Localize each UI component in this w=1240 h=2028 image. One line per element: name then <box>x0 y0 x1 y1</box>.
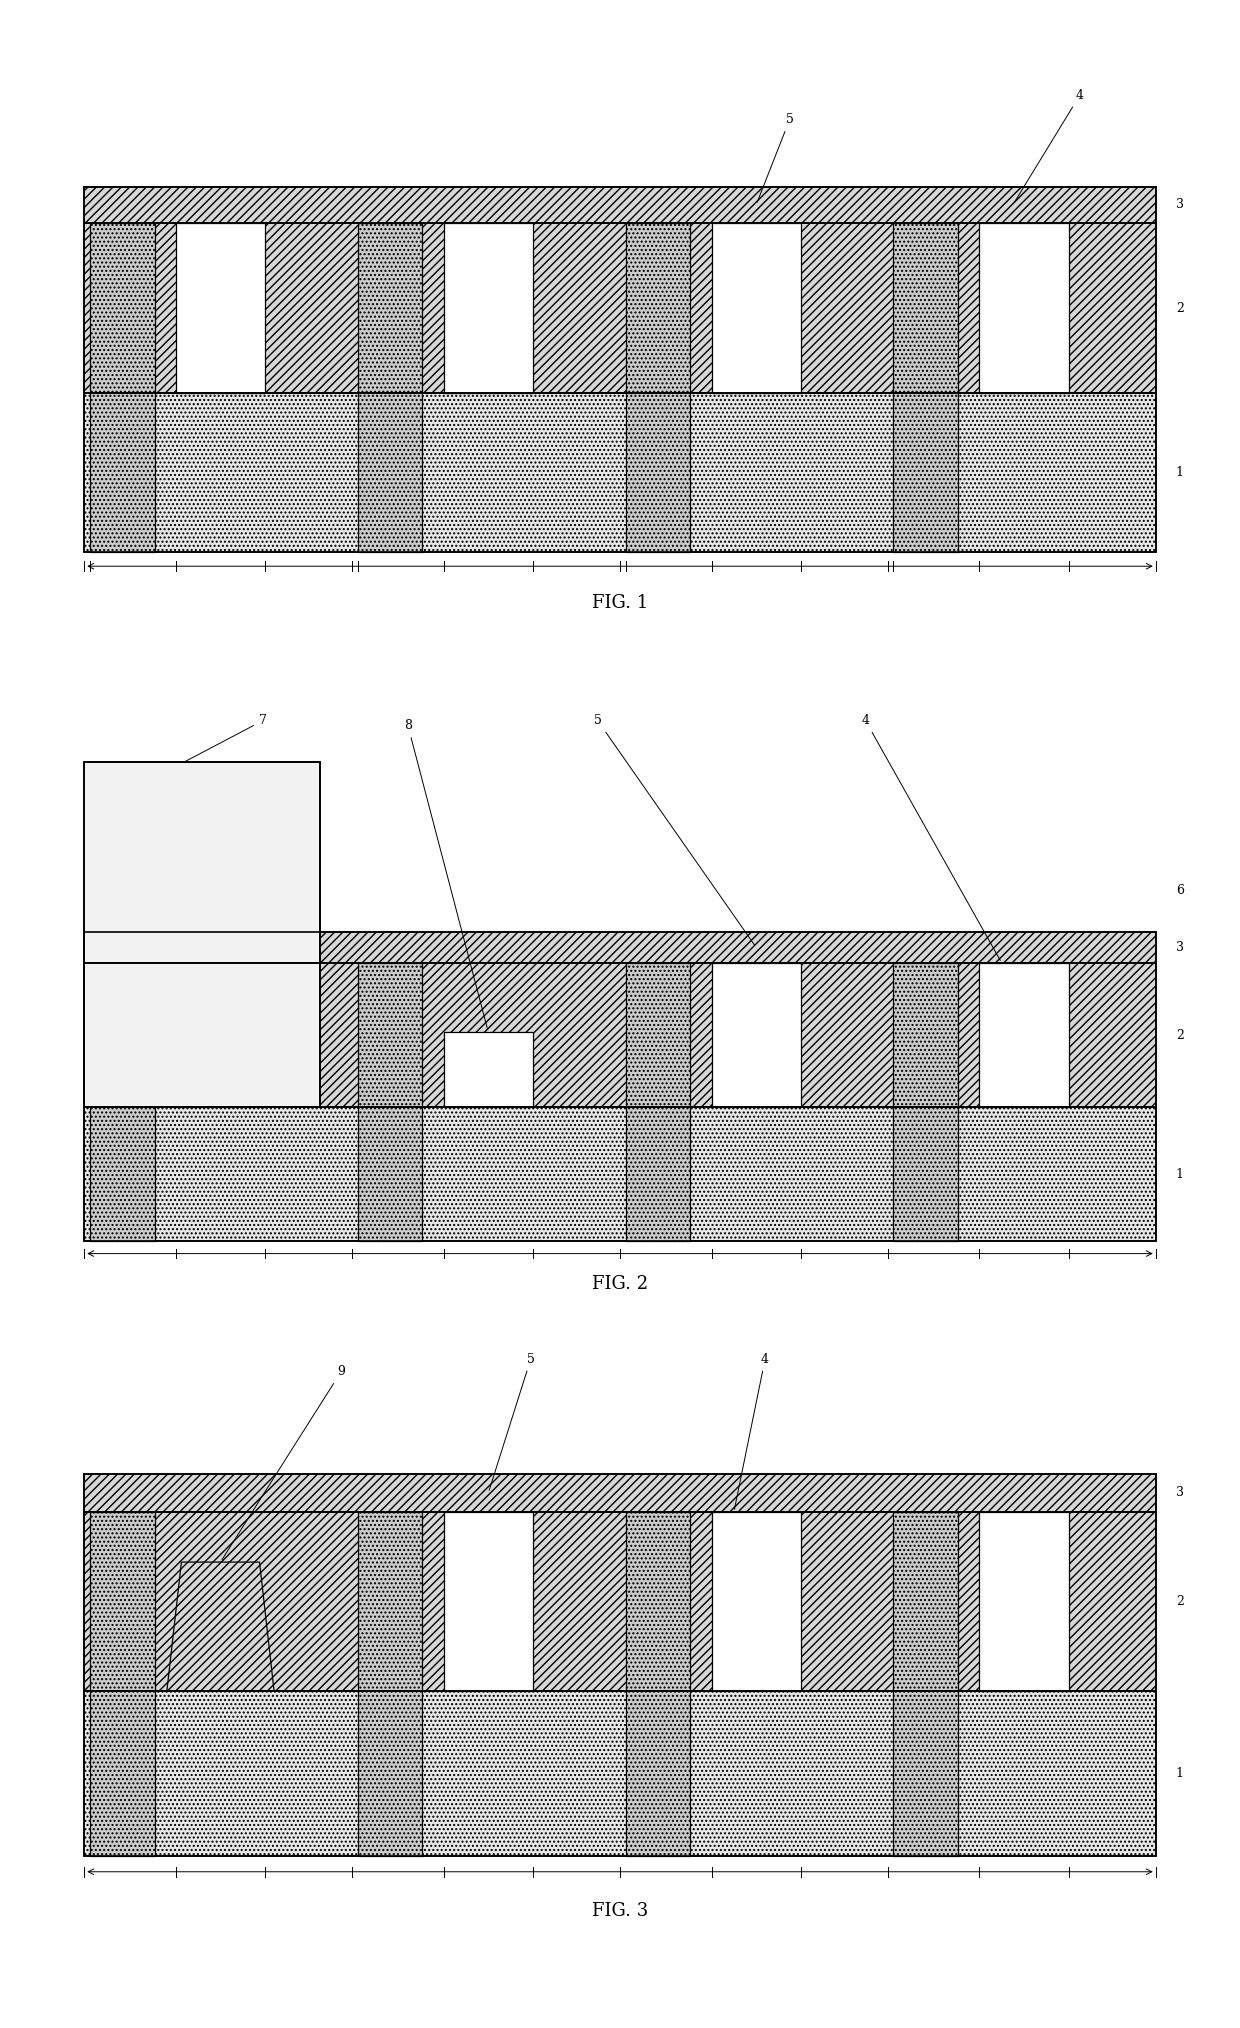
Text: 1: 1 <box>1176 466 1184 479</box>
Bar <box>84 963 1156 1107</box>
Bar <box>980 1513 1069 1691</box>
Text: 2: 2 <box>1176 1594 1184 1608</box>
Bar <box>894 223 959 552</box>
Bar <box>84 1474 1156 1513</box>
Bar <box>91 223 155 552</box>
Bar <box>980 963 1069 1107</box>
Text: 5: 5 <box>758 114 794 203</box>
Text: FIG. 2: FIG. 2 <box>591 1276 649 1292</box>
Bar <box>84 1474 1156 1513</box>
Bar <box>84 393 1156 552</box>
Bar <box>358 223 423 552</box>
Text: 2: 2 <box>1176 302 1184 314</box>
Bar <box>444 1513 533 1691</box>
Bar <box>84 933 1156 963</box>
Text: 5: 5 <box>489 1353 534 1491</box>
Bar <box>84 1107 1156 1241</box>
Bar <box>980 223 1069 393</box>
Bar <box>84 1691 1156 1856</box>
Bar <box>84 187 1156 223</box>
Bar <box>712 223 801 393</box>
Text: 3: 3 <box>1176 941 1184 953</box>
Bar <box>84 1513 1156 1691</box>
Bar <box>358 963 423 1241</box>
Text: 2: 2 <box>1176 1028 1184 1042</box>
Bar <box>91 963 155 1241</box>
Text: 7: 7 <box>157 714 267 777</box>
Text: 4: 4 <box>734 1353 769 1509</box>
Bar <box>712 963 801 1107</box>
Text: 8: 8 <box>404 720 487 1030</box>
Bar <box>358 1513 423 1856</box>
Bar <box>84 963 1156 1107</box>
Bar <box>84 1513 1156 1691</box>
Bar <box>84 933 1156 963</box>
Bar <box>894 963 959 1241</box>
Bar <box>84 763 320 1107</box>
Bar <box>894 1513 959 1856</box>
Text: 3: 3 <box>1176 1487 1184 1499</box>
Text: FIG. 1: FIG. 1 <box>591 594 649 612</box>
Bar <box>84 223 1156 393</box>
Bar <box>84 1691 1156 1856</box>
Text: 1: 1 <box>1176 1168 1184 1180</box>
Text: 5: 5 <box>594 714 755 945</box>
Bar <box>84 187 1156 223</box>
Bar <box>84 763 320 1107</box>
Text: 4: 4 <box>862 714 1001 961</box>
Bar <box>712 1513 801 1691</box>
Text: 1: 1 <box>1176 1766 1184 1781</box>
Bar <box>84 1107 1156 1241</box>
Bar <box>444 1032 533 1107</box>
Polygon shape <box>167 1562 274 1691</box>
Text: 4: 4 <box>1014 89 1084 203</box>
Text: 9: 9 <box>222 1365 345 1560</box>
Text: FIG. 3: FIG. 3 <box>591 1902 649 1921</box>
Text: 6: 6 <box>1176 884 1184 896</box>
Bar <box>626 1513 691 1856</box>
Bar <box>84 393 1156 552</box>
Bar <box>84 223 1156 393</box>
Bar <box>626 223 691 552</box>
Bar <box>626 963 691 1241</box>
Bar <box>176 223 265 393</box>
Bar <box>91 1513 155 1856</box>
Bar <box>176 1075 265 1107</box>
Bar <box>444 223 533 393</box>
Text: 3: 3 <box>1176 199 1184 211</box>
